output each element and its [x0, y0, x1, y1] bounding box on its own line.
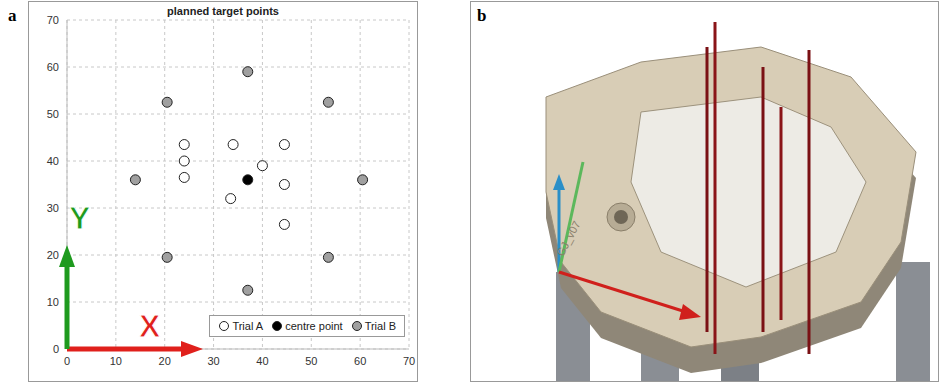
- svg-text:20: 20: [47, 249, 59, 261]
- svg-text:30: 30: [207, 355, 219, 367]
- svg-text:10: 10: [47, 296, 59, 308]
- svg-text:30: 30: [47, 202, 59, 214]
- html-text:planned target points: planned target points: [167, 5, 279, 17]
- svg-text:0: 0: [53, 343, 59, 355]
- html-text:Trial B: Trial B: [364, 320, 396, 332]
- html-text:Trial A: Trial A: [232, 320, 264, 332]
- svg-text:60: 60: [354, 355, 366, 367]
- svg-text:GJ_v07: GJ_v07: [554, 219, 582, 258]
- svg-text:60: 60: [47, 61, 59, 73]
- svg-text:70: 70: [403, 355, 415, 367]
- svg-text:40: 40: [256, 355, 268, 367]
- svg-text:70: 70: [47, 14, 59, 26]
- html-text:centre point: centre point: [285, 320, 343, 332]
- svg-text:50: 50: [305, 355, 317, 367]
- svg-text:50: 50: [47, 108, 59, 120]
- html-text:a: a: [8, 6, 17, 25]
- svg-text:0: 0: [64, 355, 70, 367]
- html-text:b: b: [477, 6, 487, 25]
- svg-text:20: 20: [159, 355, 171, 367]
- svg-text:Y: Y: [69, 200, 90, 236]
- svg-text:40: 40: [47, 155, 59, 167]
- svg-text:10: 10: [110, 355, 122, 367]
- svg-text:X: X: [139, 308, 161, 344]
